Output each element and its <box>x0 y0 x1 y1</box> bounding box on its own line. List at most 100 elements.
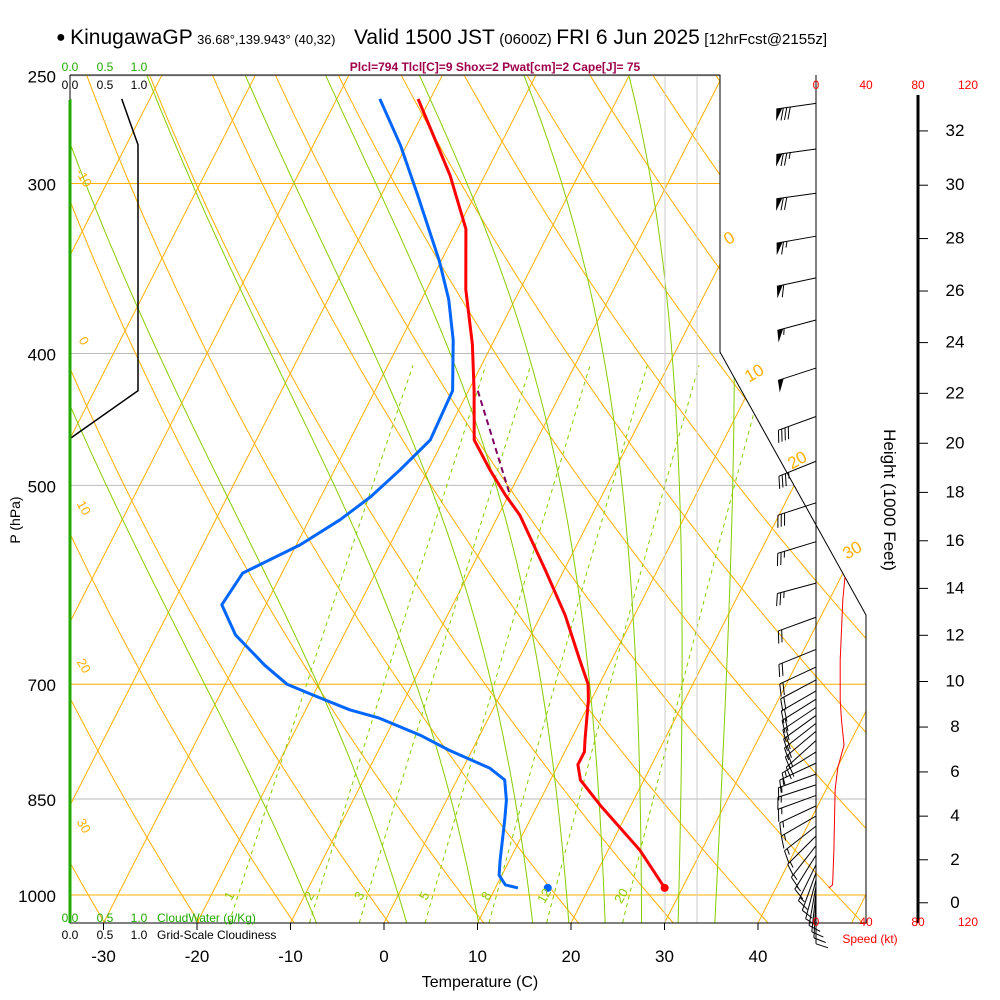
barb-half-feather <box>783 834 787 841</box>
barb-feather <box>778 476 781 489</box>
barb-feather <box>785 736 791 750</box>
dry-adiabat-label: 30 <box>74 816 94 836</box>
barb-feather <box>779 822 782 836</box>
barb-staff <box>808 885 817 926</box>
mixing-ratio-label: 12 <box>534 886 554 906</box>
barb-staff <box>777 582 817 595</box>
pressure-tick-label: 300 <box>28 175 56 194</box>
mixing-ratio-line <box>358 365 532 923</box>
barb-pennant <box>776 284 783 299</box>
cloudwater-tick-bottom: 1.0 <box>131 911 148 925</box>
dry-adiabat-label: 20 <box>74 656 94 676</box>
barb-feather <box>780 197 784 211</box>
wind-barb <box>776 192 817 211</box>
wind-barb <box>787 835 817 876</box>
barb-staff <box>779 666 817 685</box>
speed-tick-label-bottom: 120 <box>958 915 978 929</box>
height-tick-label: 14 <box>946 578 965 597</box>
valid-time: Valid 1500 JST <box>353 26 495 49</box>
barb-half-feather <box>785 241 788 248</box>
barb-feather <box>780 107 784 121</box>
height-tick-label: 26 <box>946 281 965 300</box>
pressure-tick-label: 1000 <box>18 887 56 906</box>
barb-staff <box>777 502 817 516</box>
moist-adiabat-line <box>714 75 735 923</box>
barb-feather <box>785 767 792 780</box>
barb-half-feather <box>786 848 790 855</box>
height-tick-label: 0 <box>950 893 959 912</box>
barb-feather <box>781 720 786 733</box>
mixing-ratio-label: 1 <box>221 889 238 903</box>
barb-staff <box>778 616 817 632</box>
height-tick-label: 12 <box>946 625 965 644</box>
wind-barb <box>776 235 817 256</box>
speed-tick-label-top: 80 <box>911 78 925 92</box>
wind-barb <box>777 794 817 822</box>
wind-barb <box>783 715 817 752</box>
dry-adiabat-line <box>147 75 674 923</box>
barb-staff <box>776 102 817 110</box>
barb-feather <box>779 592 782 606</box>
barb-feather <box>781 284 785 298</box>
speed-axis-title: Speed (kt) <box>842 932 897 946</box>
wind-barb <box>782 706 817 743</box>
moist-adiabat-line <box>628 75 683 923</box>
temperature-tick-label: -20 <box>185 947 210 966</box>
barb-pennant <box>776 108 783 122</box>
barb-half-feather <box>796 885 802 892</box>
barb-pennant <box>776 153 783 167</box>
wind-barbs <box>776 102 829 949</box>
barb-staff <box>779 762 817 781</box>
barb-feather <box>783 709 788 722</box>
wind-barb <box>777 502 817 528</box>
parcel-trace <box>476 390 511 494</box>
temperature-tick-label: 20 <box>562 947 581 966</box>
temperature-axis-title: Temperature (C) <box>422 974 538 991</box>
barb-staff <box>785 740 817 768</box>
barb-pennant <box>776 197 783 211</box>
mixing-ratio-label: 2 <box>301 889 318 903</box>
barb-half-feather <box>789 861 794 868</box>
cloudiness-label: Grid-Scale Cloudiness <box>157 928 276 942</box>
valid-date: FRI 6 Jun 2025 <box>556 26 700 49</box>
wind-barb <box>776 148 817 167</box>
wind-barb <box>785 740 817 780</box>
moist-adiabat-line <box>70 75 408 923</box>
barb-staff <box>778 416 817 431</box>
wind-speed-line <box>828 82 866 889</box>
pressure-axis-title: P (hPa) <box>7 496 23 543</box>
isotherm-label: 30 <box>839 537 865 563</box>
dry-adiabat-line <box>524 75 866 923</box>
barb-feather <box>784 747 790 761</box>
cloudiness-tick-top: 1.0 <box>131 78 148 92</box>
wind-barb <box>781 698 817 733</box>
wind-barb <box>784 825 817 863</box>
height-axis-title: Height (1000 Feet) <box>880 429 899 571</box>
speed-tick-label-top: 40 <box>859 78 873 92</box>
dewpoint-trace <box>220 98 519 890</box>
barb-staff <box>778 794 817 810</box>
barb-staff <box>785 730 817 758</box>
wind-barb <box>776 582 817 607</box>
barb-feather <box>780 710 785 724</box>
barb-feather <box>788 764 795 777</box>
cloudiness-tick-bottom: 0.0 <box>62 928 79 942</box>
wind-barb <box>776 541 817 567</box>
moist-adiabat-line <box>70 75 317 923</box>
dry-adiabat-line <box>461 75 866 923</box>
barb-half-feather <box>799 897 805 903</box>
temperature-tick-label: -10 <box>278 947 303 966</box>
temperature-tick-label: 40 <box>749 947 768 966</box>
isotherm-line <box>851 75 866 923</box>
isotherm-line <box>664 75 866 923</box>
speed-tick-label-bottom: 40 <box>859 915 873 929</box>
wind-barb <box>781 751 817 786</box>
mixing-ratio-line <box>424 365 591 923</box>
isotherm-line <box>196 75 630 923</box>
dry-adiabat-line <box>70 75 200 923</box>
barb-staff <box>794 855 817 890</box>
cloudwater-tick-top: 0.0 <box>62 60 79 74</box>
wind-barb <box>780 690 817 724</box>
dry-adiabat-line <box>70 75 484 923</box>
